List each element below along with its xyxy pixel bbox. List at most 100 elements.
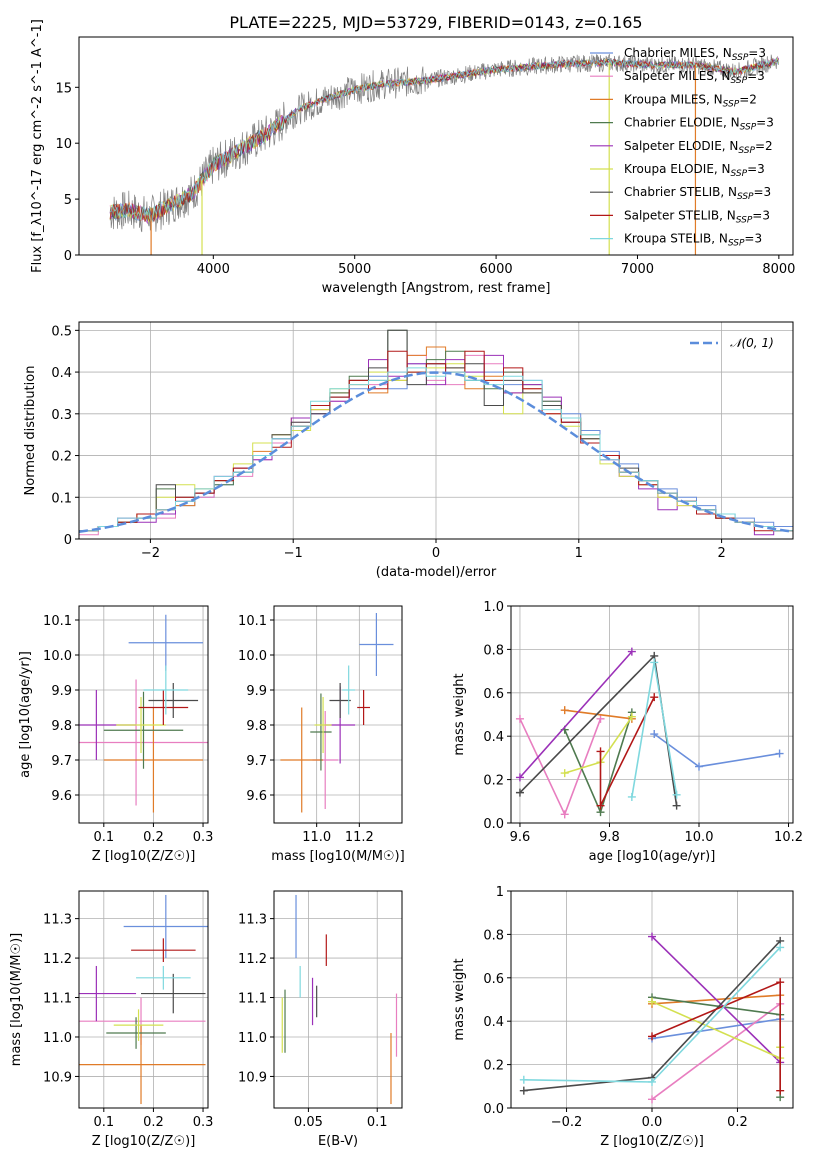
y-tick-label: 0.8 [483, 643, 504, 658]
x-axis-label: Z [log10(Z/Z☉)] [92, 849, 196, 864]
legend: 𝒩(0, 1) [690, 336, 774, 350]
x-tick-label: 10.0 [685, 830, 714, 845]
error-cross-point [141, 973, 206, 1014]
x-tick-label: 1 [575, 546, 583, 561]
panel-age-vs-mass: 11.0 11.2 9.6 9.7 9.8 9.9 10.0 10.1 mass [log10(… [238, 605, 405, 864]
x-tick-label: 9.8 [599, 830, 620, 845]
error-cross-point [329, 683, 351, 718]
x-tick-label: 0.3 [193, 1115, 214, 1130]
y-tick-label: 10.9 [238, 1070, 267, 1085]
x-axis-label: mass [log10(M/M☉)] [271, 849, 404, 864]
y-tick-label: 0.4 [483, 730, 504, 745]
legend-label-count: =3 [747, 69, 765, 83]
y-tick-label: 9.9 [246, 684, 267, 699]
y-axis-label: mass weight [452, 673, 467, 755]
plot-area [79, 606, 208, 823]
y-tick-label: 0.2 [483, 1059, 504, 1074]
error-cross-point [310, 693, 332, 771]
panel-weight-vs-Z: −0.2 0.0 0.2 0.0 0.2 0.4 0.6 0.8 1 Z [log10(Z/Z☉)… [452, 885, 794, 1149]
x-tick-label: 10.2 [774, 830, 803, 845]
y-tick-label: 0.3 [51, 408, 72, 423]
legend-label: Kroupa ELODIE, NSSP=3 [624, 162, 765, 179]
y-tick-label: 0.5 [51, 324, 72, 339]
legend-label-text: Salpeter MILES, N [624, 69, 731, 83]
legend-label: 𝒩(0, 1) [730, 336, 774, 350]
y-tick-label: 0.2 [483, 774, 504, 789]
panel-age-vs-Z: 0.1 0.2 0.3 9.6 9.7 9.8 9.9 10.0 10.1 Z [log10(Z/… [18, 605, 213, 864]
weight-line [564, 709, 633, 720]
x-tick-label: 0.05 [294, 1115, 323, 1130]
plus-marker [560, 810, 569, 819]
plus-marker [648, 1077, 656, 1086]
legend-label: Salpeter MILES, NSSP=3 [624, 69, 765, 86]
error-cross-point [143, 665, 189, 715]
y-tick-label: 11.0 [43, 1031, 72, 1046]
weight-line [653, 733, 780, 768]
plus-marker [627, 712, 636, 721]
legend-label-text: Chabrier ELODIE, N [624, 116, 740, 130]
legend-label-count: =3 [752, 208, 770, 222]
plot-area [511, 891, 793, 1108]
x-axis-label: Z [log10(Z/Z☉)] [600, 1134, 704, 1149]
y-tick-label: 10.1 [43, 614, 72, 629]
y-tick-label: 9.7 [246, 754, 267, 769]
y-tick-label: 0 [64, 249, 72, 264]
y-tick-label: 0.4 [483, 1015, 504, 1030]
spectrum-model-line [109, 57, 779, 225]
x-tick-label: 7000 [621, 262, 654, 277]
legend-label: Salpeter STELIB, NSSP=3 [624, 208, 770, 225]
y-tick-label: 11.3 [238, 913, 267, 928]
error-cross-point [79, 1025, 206, 1105]
y-tick-label: 10 [55, 137, 72, 152]
error-cross-point [342, 665, 356, 715]
plus-marker [650, 693, 659, 702]
plus-marker [775, 749, 784, 758]
y-tick-label: 0.6 [483, 687, 504, 702]
y-tick-label: 0.4 [51, 366, 72, 381]
plot-area [511, 606, 793, 823]
legend-label-text: Kroupa ELODIE, N [624, 162, 731, 176]
legend-label-count: =3 [747, 162, 765, 176]
x-axis-label: wavelength [Angstrom, rest frame] [322, 281, 551, 296]
error-cross-point [138, 690, 189, 725]
plot-area [274, 606, 402, 823]
y-tick-label: 1.0 [483, 600, 504, 615]
weight-line [651, 1003, 781, 1100]
plus-marker [596, 747, 605, 756]
legend-label-subscript: SSP [728, 239, 745, 249]
plus-marker [515, 773, 524, 782]
legend-label-subscript: SSP [723, 99, 740, 109]
legend-label-subscript: SSP [736, 215, 753, 225]
weight-line [651, 996, 781, 1098]
y-axis-label: mass [log10(M/M☉)] [9, 933, 24, 1066]
y-tick-label: 0.2 [51, 450, 72, 465]
legend-label-text: Kroupa MILES, N [624, 92, 723, 106]
plus-marker [596, 801, 605, 810]
x-tick-label: 5000 [338, 262, 371, 277]
axes-frame [78, 36, 794, 256]
legend-label-text: Chabrier MILES, N [624, 46, 732, 60]
figure-title: PLATE=2225, MJD=53729, FIBERID=0143, z=0… [229, 13, 642, 32]
legend-label-subscript: SSP [740, 123, 757, 133]
y-tick-label: 9.7 [51, 754, 72, 769]
plus-marker [776, 943, 785, 952]
x-tick-label: 0.1 [367, 1115, 388, 1130]
plus-marker [776, 978, 785, 987]
panel-weight-vs-age: 9.6 9.8 10.0 10.2 0.0 0.2 0.4 0.6 0.8 1.0 age [log… [452, 600, 803, 864]
axes-frame [273, 890, 403, 1109]
legend-label-subscript: SSP [737, 192, 754, 202]
y-tick-label: 11.0 [238, 1031, 267, 1046]
error-cross-point [103, 707, 204, 813]
legend-label-subscript: SSP [738, 146, 755, 156]
x-tick-label: 0.1 [93, 830, 114, 845]
y-tick-label: 10.9 [43, 1070, 72, 1085]
error-cross-point [103, 691, 184, 769]
x-tick-label: −0.2 [551, 1115, 583, 1130]
y-tick-label: 11.1 [238, 992, 267, 1007]
error-cross-point [359, 613, 394, 676]
y-tick-label: 15 [55, 81, 72, 96]
